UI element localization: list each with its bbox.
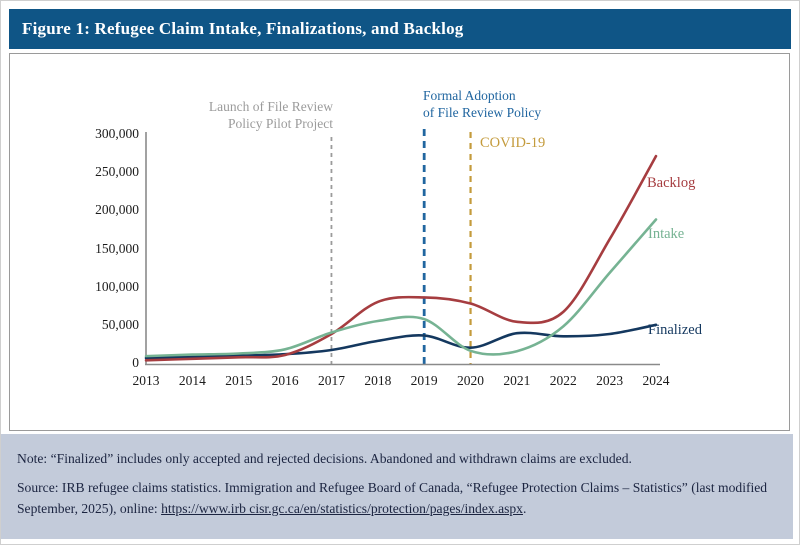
- y-tick-label: 300,000: [95, 126, 139, 141]
- annotation-launch-line1: Launch of File Review: [208, 99, 333, 114]
- figure-title: Figure 1: Refugee Claim Intake, Finaliza…: [22, 19, 464, 38]
- annotation-covid: COVID-19: [480, 135, 590, 152]
- annotation-formal-adoption: Formal Adoption of File Review Policy: [423, 88, 603, 121]
- x-tick-label: 2014: [178, 373, 206, 388]
- series-label-backlog: Backlog: [647, 175, 696, 191]
- x-tick-label: 2024: [642, 373, 670, 388]
- annotation-formal-line2: of File Review Policy: [423, 104, 542, 120]
- footer-source: Source: IRB refugee claims statistics. I…: [17, 478, 777, 519]
- x-tick-label: 2022: [549, 373, 577, 388]
- x-tick-label: 2016: [271, 373, 299, 388]
- x-tick-label: 2015: [225, 373, 253, 388]
- footer-source-period: .: [522, 500, 527, 516]
- annotation-launch-line2: Policy Pilot Project: [227, 115, 333, 131]
- y-tick-label: 50,000: [101, 316, 139, 332]
- footer-source-link[interactable]: https://www.irb cisr.gc.ca/en/statistics…: [161, 500, 523, 516]
- y-tick-label: 200,000: [95, 202, 139, 218]
- x-tick-label: 2013: [132, 373, 160, 388]
- x-tick-label: 2020: [457, 373, 485, 388]
- x-tick-label: 2021: [503, 373, 531, 388]
- annotation-formal-line1: Formal Adoption: [423, 88, 516, 103]
- y-tick-label: 150,000: [95, 240, 139, 256]
- annotation-covid-label: COVID-19: [480, 135, 546, 151]
- footer-notes: Note: “Finalized” includes only accepted…: [1, 434, 793, 539]
- y-tick-label: 100,000: [95, 278, 139, 294]
- x-tick-label: 2019: [410, 373, 438, 388]
- footer-note: Note: “Finalized” includes only accepted…: [17, 451, 632, 466]
- series-label-intake: Intake: [648, 226, 685, 242]
- y-tick-label: 250,000: [95, 164, 139, 180]
- y-tick-label: 0: [132, 355, 139, 370]
- footer-source-text: Source: IRB refugee claims statistics. I…: [17, 480, 768, 516]
- annotation-launch-pilot: Launch of File Review Policy Pilot Proje…: [113, 99, 333, 132]
- figure-title-bar: Figure 1: Refugee Claim Intake, Finaliza…: [9, 9, 791, 49]
- x-tick-label: 2023: [596, 373, 624, 388]
- x-tick-label: 2018: [364, 373, 392, 388]
- x-tick-label: 2017: [317, 373, 345, 388]
- series-label-finalized: Finalized: [648, 322, 702, 338]
